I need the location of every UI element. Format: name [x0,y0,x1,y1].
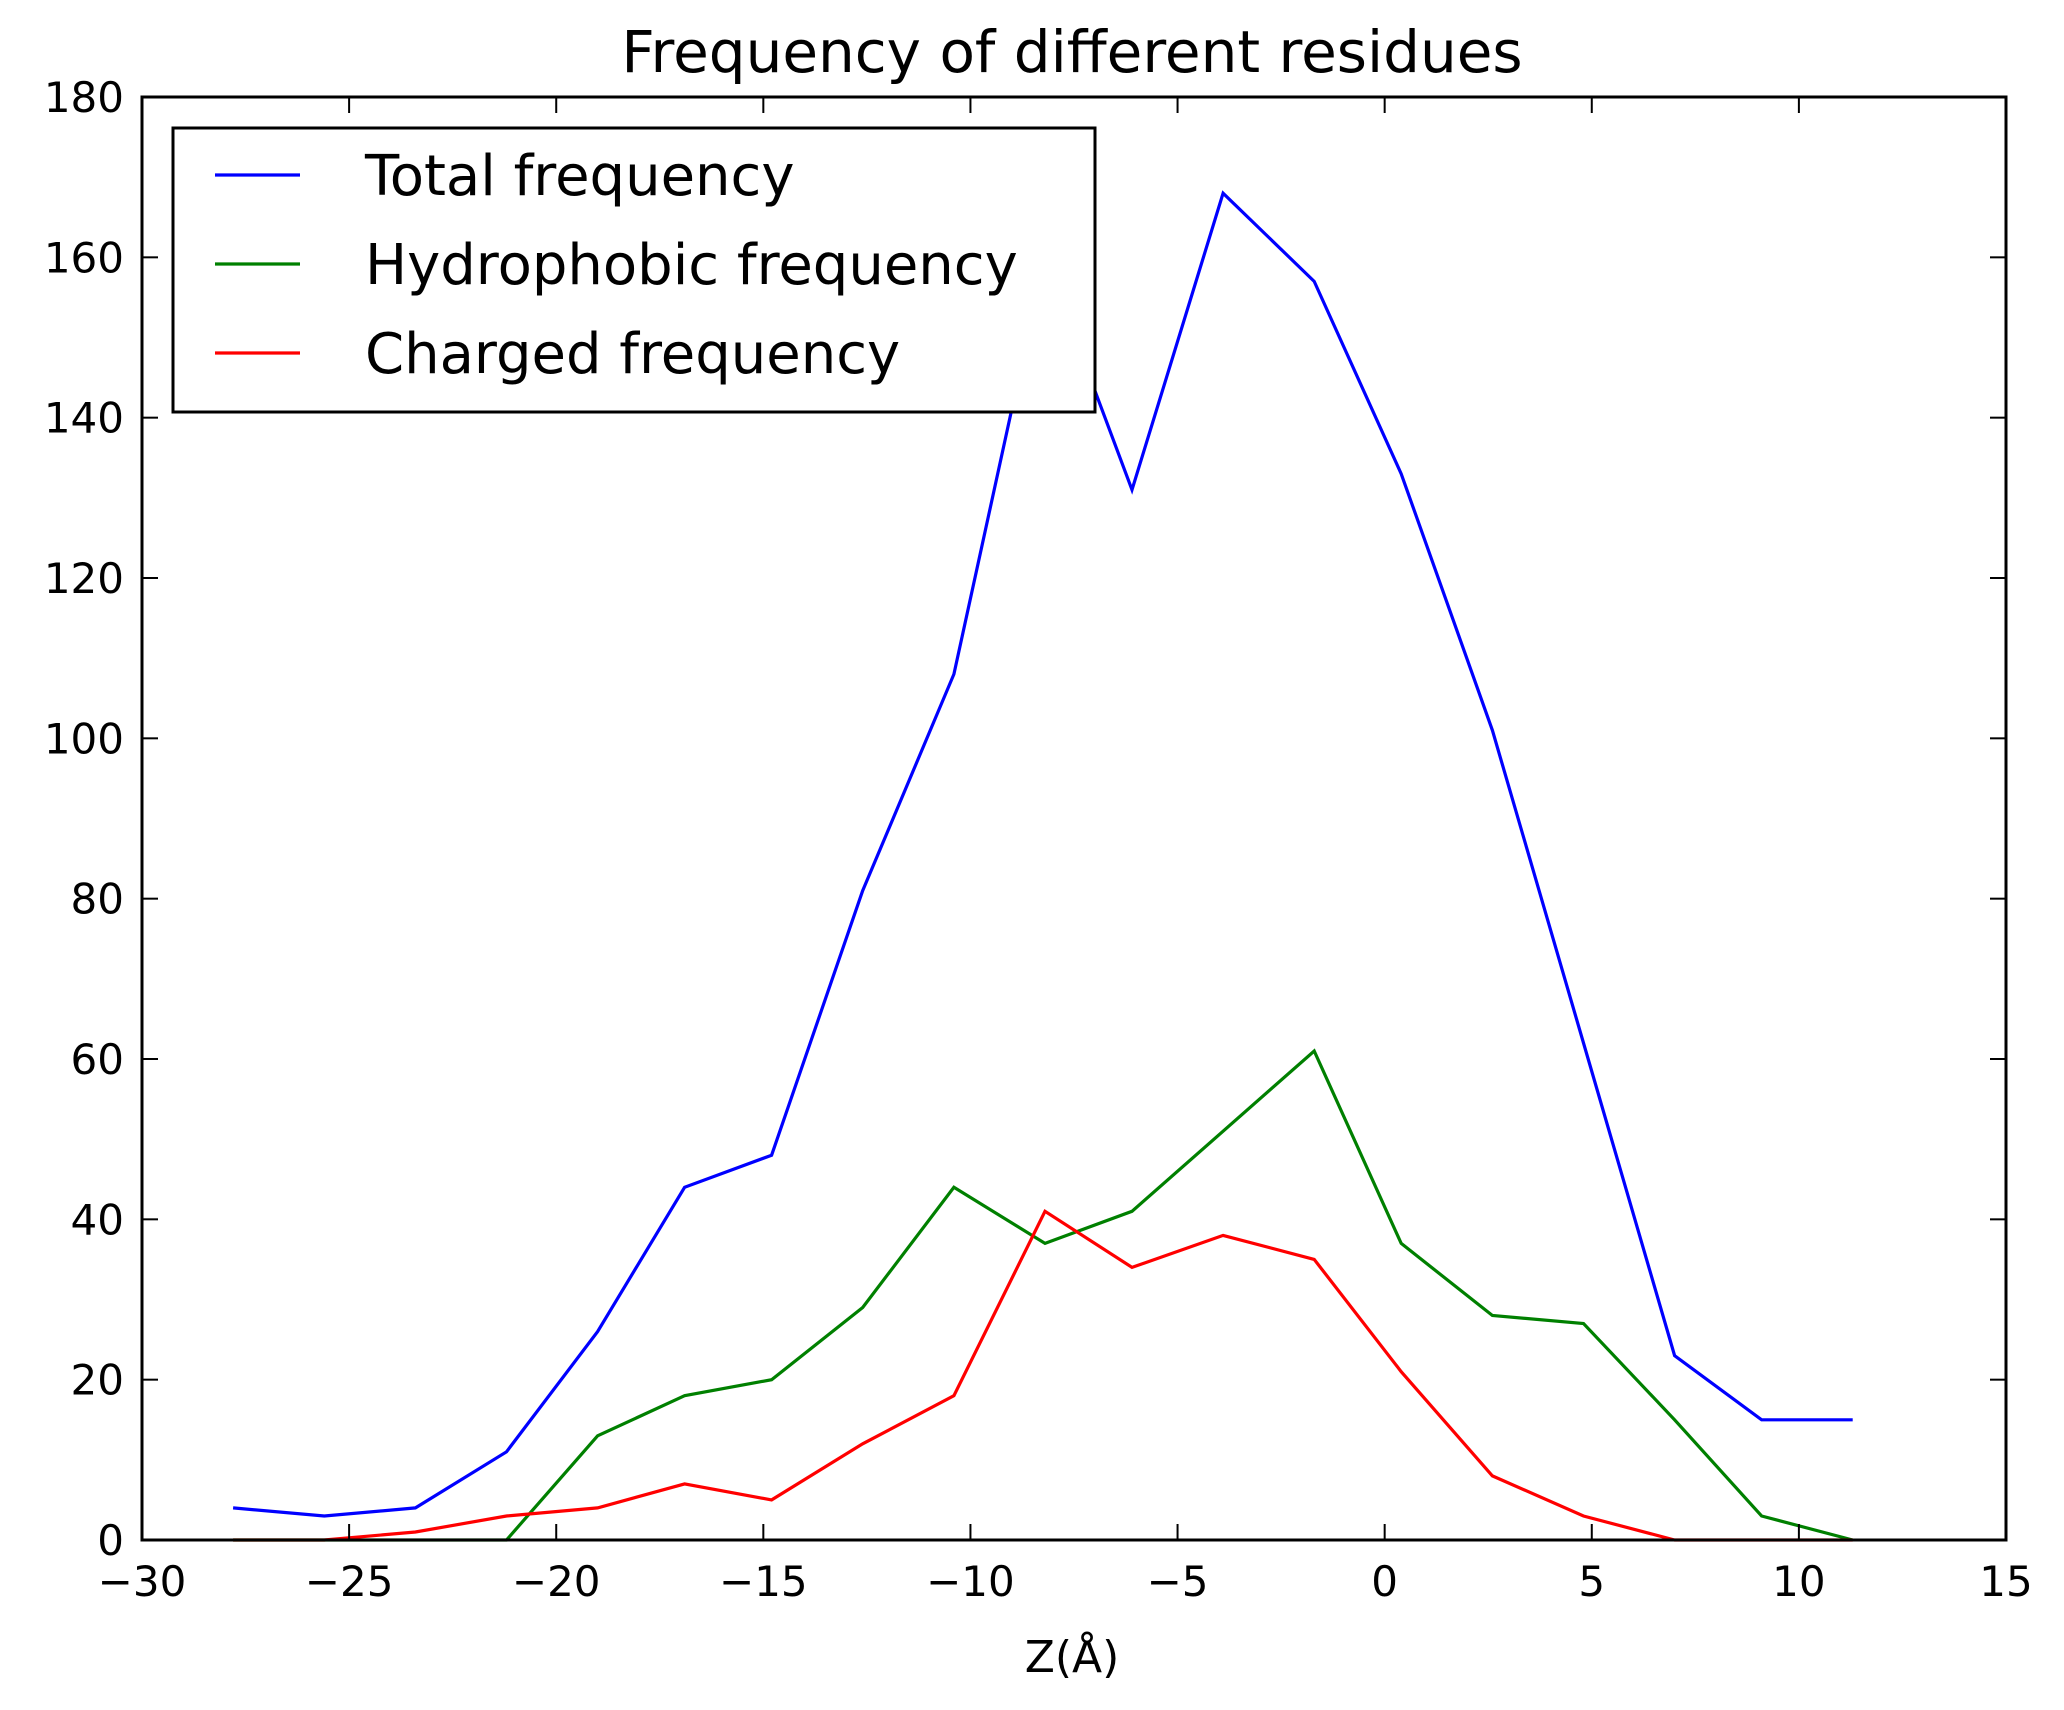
x-tick-label: −5 [1147,1557,1209,1606]
x-tick-label: −15 [719,1557,808,1606]
legend-box [171,126,1097,414]
x-tick-label: 5 [1578,1557,1605,1606]
x-tick-label: 10 [1772,1557,1825,1606]
legend-label-3: Charged frequency [365,322,900,387]
y-tick-label: 80 [71,875,124,924]
y-tick-label: 120 [44,554,124,603]
legend-label-2: Hydrophobic frequency [365,233,1018,298]
y-tick-label: 160 [44,233,124,282]
legend: Total frequency Hydrophobic frequency Char… [171,126,1097,414]
x-tick-label: 15 [1979,1557,2032,1606]
x-tick-label: −20 [512,1557,601,1606]
y-tick-label: 60 [71,1035,124,1084]
x-axis-label: Z(Å) [1025,1630,1120,1683]
plot-frame [140,95,2008,1542]
y-tick-label: 20 [71,1356,124,1405]
x-tick-label: 0 [1371,1557,1398,1606]
y-tick-label: 140 [44,394,124,443]
series-line-3 [233,1208,1853,1542]
y-tick-label: 180 [44,73,124,122]
x-tick-label: −30 [98,1557,187,1606]
y-tick-label: 0 [97,1516,124,1565]
plot-area: −30 −25 −20 −15 −10 −5 0 5 10 15 0 20 40 60 80 100 120 14… [44,73,2033,1606]
legend-label-1: Total frequency [364,144,794,209]
y-tick-label: 40 [71,1195,124,1244]
chart-title: Frequency of different residues [621,18,1522,86]
x-tick-label: −25 [305,1557,394,1606]
x-tick-label: −10 [926,1557,1015,1606]
y-tick-label: 100 [44,714,124,763]
